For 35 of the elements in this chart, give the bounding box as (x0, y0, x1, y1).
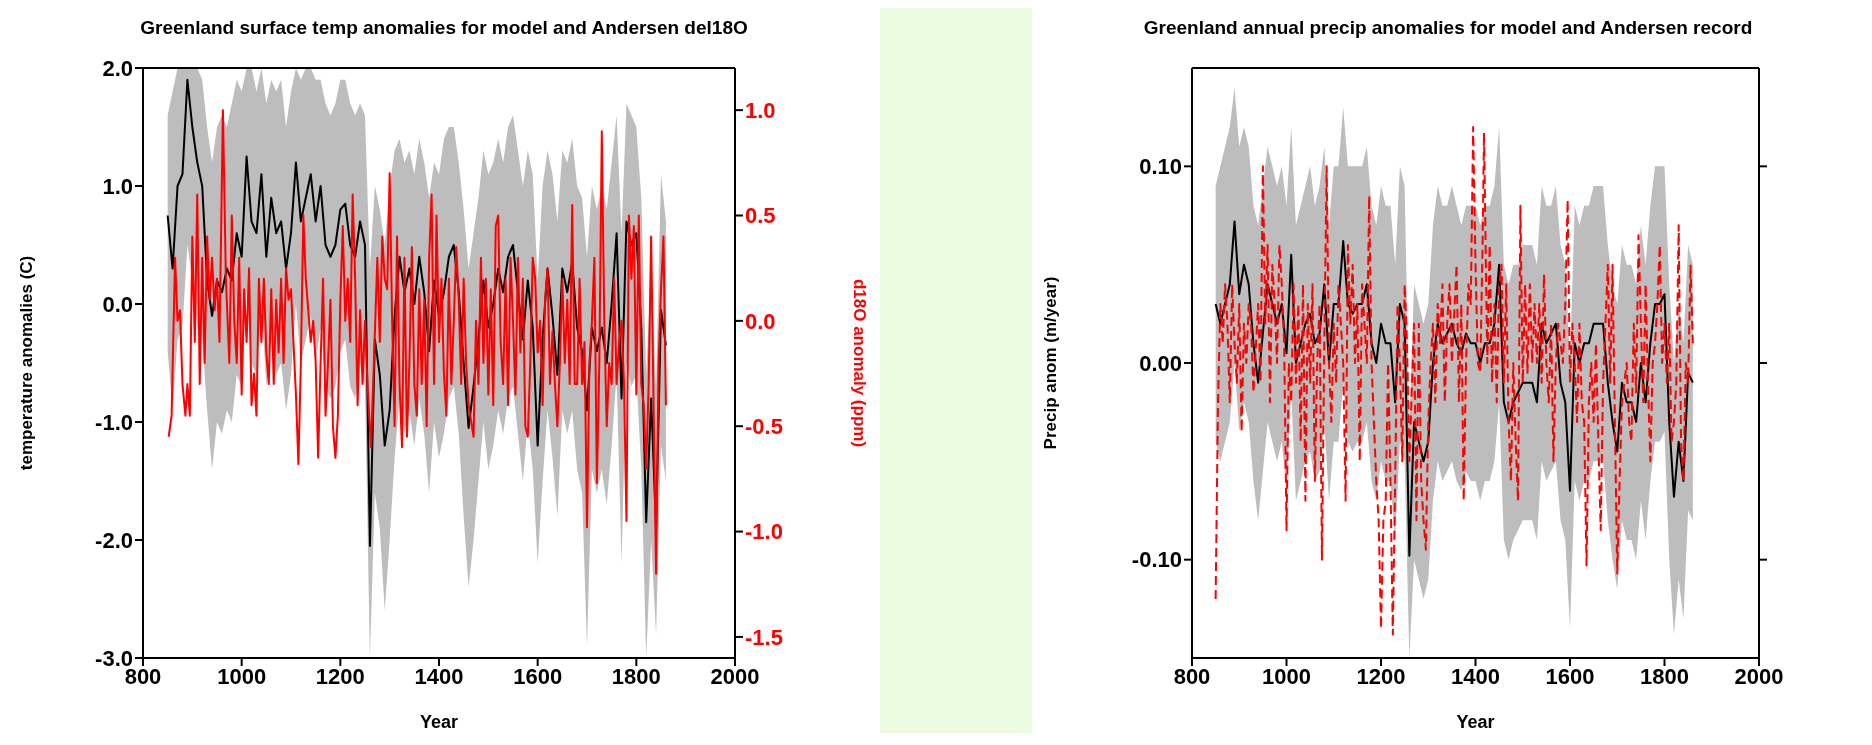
x-tick-label: 1200 (1356, 663, 1406, 689)
x-tick-label: 2000 (1734, 663, 1784, 689)
y-tick-label: 0.00 (1139, 350, 1182, 376)
x-tick-label: 1800 (611, 663, 661, 689)
y-tick-label: -2.0 (95, 527, 133, 553)
y2-axis-title: d18O anomaly (ppm) (849, 278, 869, 448)
y2-tick-label: 0.5 (745, 203, 776, 229)
x-tick-label: 1400 (1451, 663, 1500, 689)
x-tick-label: 1000 (1262, 663, 1311, 689)
x-tick-label: 1600 (1545, 663, 1595, 689)
y-tick-label: 1.0 (102, 173, 133, 199)
x-tick-label: 1800 (1640, 663, 1689, 689)
x-tick-label: 800 (1173, 663, 1211, 689)
x-tick-label: 1400 (414, 663, 464, 689)
y-axis-title: Precip anom (m/year) (1041, 276, 1061, 450)
y2-tick-label: 1.0 (745, 97, 776, 123)
y2-tick-label: -1.5 (745, 624, 783, 650)
y-tick-label: -0.10 (1131, 547, 1182, 573)
y2-tick-label: -0.5 (745, 414, 783, 440)
chart-title: Greenland surface temp anomalies for model and Andersen del18O (139, 16, 749, 40)
x-axis-title: Year (419, 712, 459, 732)
y-axis-title: temperature anomalies (C) (17, 255, 37, 471)
x-tick-label: 1600 (513, 663, 563, 689)
y-tick-label: 0.0 (102, 291, 133, 317)
y2-tick-label: 0.0 (745, 308, 776, 334)
line-series (1214, 220, 1694, 557)
y-tick-label: -1.0 (95, 409, 133, 435)
x-axis-title: Year (1456, 712, 1495, 732)
y2-tick-label: -1.0 (745, 519, 783, 545)
x-tick-label: 2000 (710, 663, 760, 689)
x-tick-label: 1000 (217, 663, 267, 689)
y-tick-label: 2.0 (102, 55, 133, 81)
y-tick-label: 0.10 (1139, 154, 1182, 180)
x-tick-label: 1200 (315, 663, 365, 689)
chart-title: Greenland annual precip anomalies for model and Andersen record (1142, 16, 1754, 40)
